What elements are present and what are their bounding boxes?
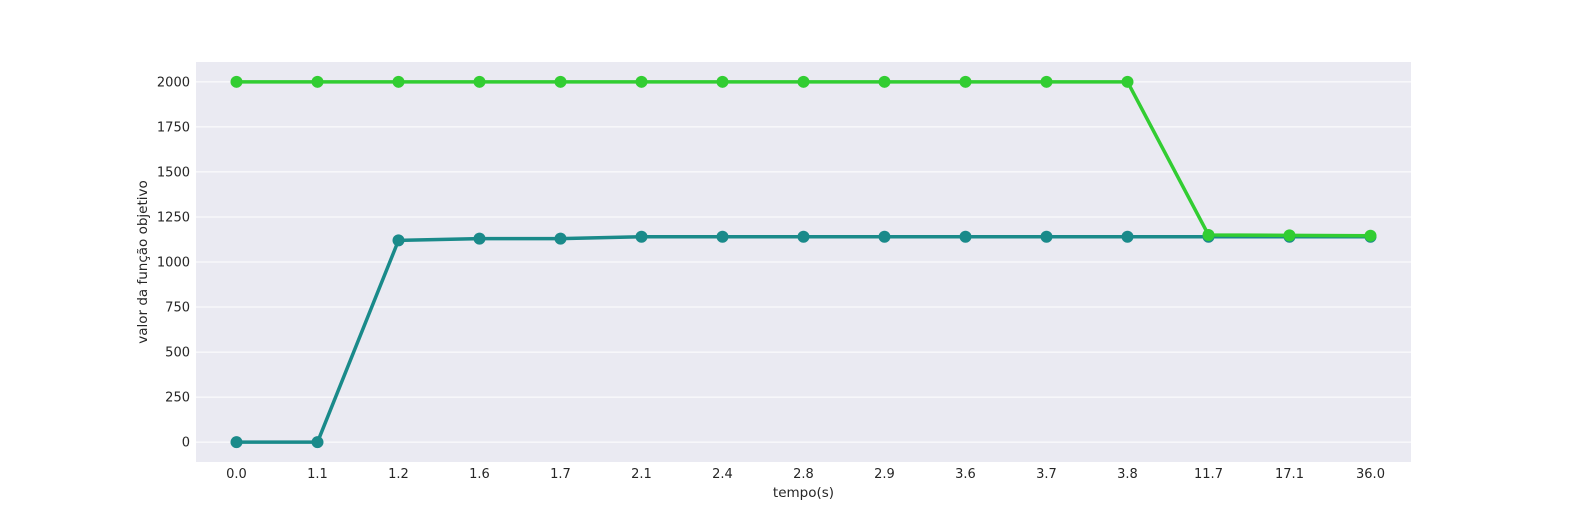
series-2-point [554, 75, 567, 88]
series-2-point [1202, 228, 1215, 241]
series-2-point [1364, 229, 1377, 242]
series-1-point [716, 230, 729, 243]
series-1-point [230, 436, 243, 449]
series-2-point [878, 75, 891, 88]
series-1-point [473, 232, 486, 245]
x-tick-label: 17.1 [1275, 467, 1304, 482]
series-1-point [1040, 230, 1053, 243]
series-2-point [1283, 229, 1296, 242]
y-tick-label: 500 [165, 346, 190, 361]
x-tick-label: 2.4 [712, 467, 733, 482]
series-1-point [878, 230, 891, 243]
y-tick-label: 1500 [157, 165, 190, 180]
series-1-point [635, 230, 648, 243]
x-tick-label: 36.0 [1356, 467, 1385, 482]
x-tick-label: 1.6 [469, 467, 490, 482]
x-axis-label: tempo(s) [773, 485, 834, 501]
y-tick-label: 1250 [157, 210, 190, 225]
y-tick-label: 1000 [157, 256, 190, 271]
x-tick-label: 2.9 [874, 467, 895, 482]
series-2-point [959, 75, 972, 88]
y-axis-label: valor da função objetivo [135, 180, 151, 344]
y-tick-label: 1750 [157, 120, 190, 135]
series-1-point [554, 232, 567, 245]
x-tick-label: 1.2 [388, 467, 409, 482]
series-2-point [392, 75, 405, 88]
series-1-point [311, 436, 324, 449]
x-tick-label: 11.7 [1194, 467, 1223, 482]
series-1-point [959, 230, 972, 243]
x-tick-label: 3.8 [1117, 467, 1138, 482]
series-1-point [1121, 230, 1134, 243]
series-points [230, 75, 1377, 449]
series-2-point [635, 75, 648, 88]
y-tick-label: 750 [165, 301, 190, 316]
x-tick-label: 2.1 [631, 467, 652, 482]
series-2-point [716, 75, 729, 88]
series-2-point [230, 75, 243, 88]
series-2-point [797, 75, 810, 88]
series-1-point [392, 234, 405, 247]
x-tick-label: 0.0 [226, 467, 247, 482]
x-axis-ticks: 0.0 1.1 1.2 1.6 1.7 2.1 2.4 2.8 2.9 3.6 3.7 3.8 11.7… [226, 467, 1385, 482]
y-tick-label: 0 [182, 436, 190, 451]
x-tick-label: 3.7 [1036, 467, 1057, 482]
y-tick-label: 2000 [157, 75, 190, 90]
y-tick-label: 250 [165, 391, 190, 406]
series-2-point [473, 75, 486, 88]
x-tick-label: 1.7 [550, 467, 571, 482]
x-tick-label: 1.1 [307, 467, 328, 482]
series-2-point [1040, 75, 1053, 88]
x-tick-label: 2.8 [793, 467, 814, 482]
series-1-point [797, 230, 810, 243]
series-2-point [1121, 75, 1134, 88]
series-2-point [311, 75, 324, 88]
x-tick-label: 3.6 [955, 467, 976, 482]
y-axis-ticks: 0 250 500 750 1000 1250 1500 1750 2000 [157, 75, 190, 450]
